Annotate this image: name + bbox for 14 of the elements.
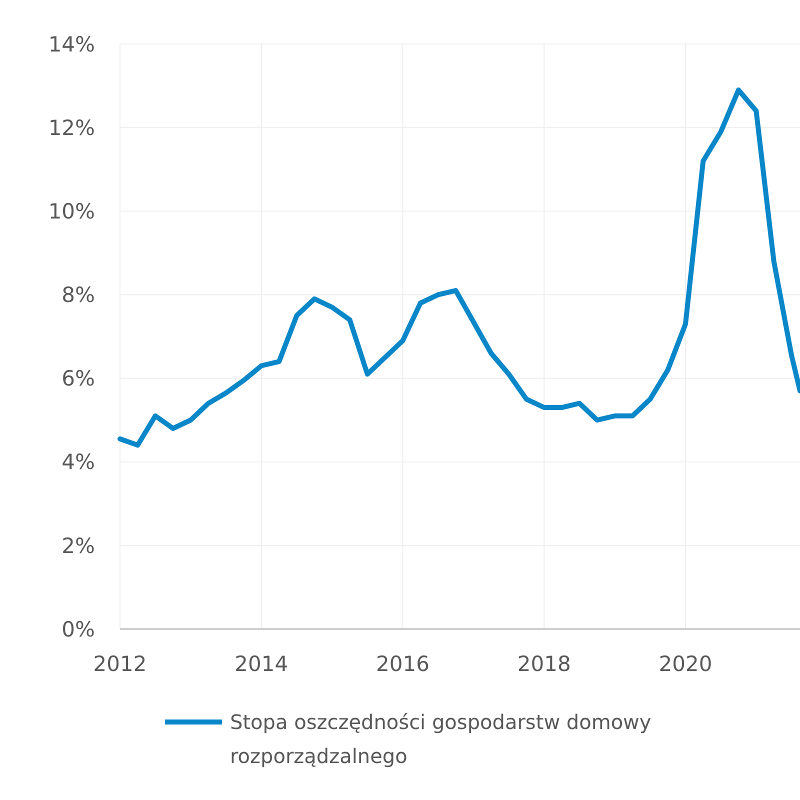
x-tick-label: 2018 [517, 652, 571, 676]
y-tick-label: 8% [62, 283, 95, 308]
x-tick-label: 2016 [376, 652, 430, 676]
y-tick-label: 2% [62, 534, 95, 558]
y-tick-label: 4% [62, 450, 95, 474]
y-tick-label: 0% [62, 617, 95, 642]
x-tick-label: 2014 [234, 652, 288, 676]
y-tick-label: 12% [48, 116, 95, 140]
y-tick-label: 14% [48, 32, 95, 56]
x-tick-label: 2020 [658, 652, 712, 676]
y-tick-label: 6% [62, 366, 95, 391]
y-tick-label: 10% [48, 199, 95, 224]
x-tick-label: 2012 [93, 652, 147, 676]
legend-label: Stopa oszczędności gospodarstw domowy rozporządzalnego [230, 710, 652, 768]
